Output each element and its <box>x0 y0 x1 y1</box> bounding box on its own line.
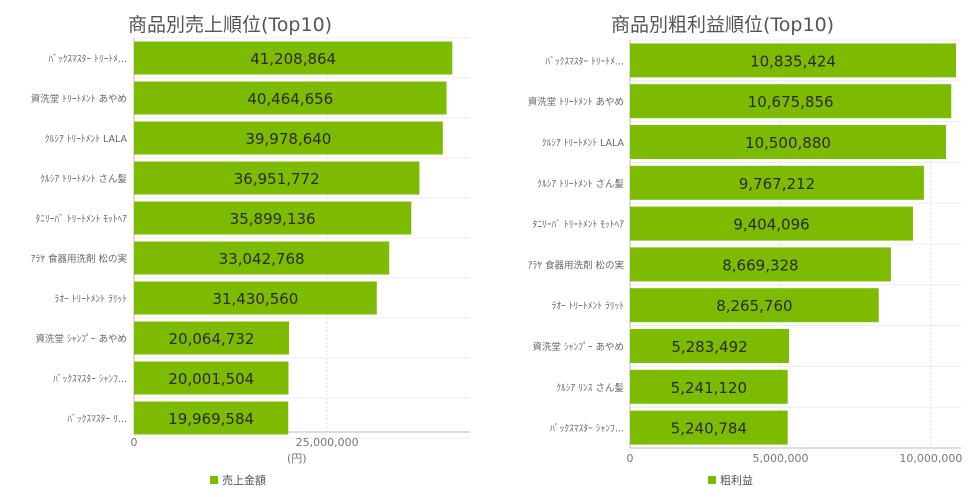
bar-value-label: 19,969,584 <box>168 410 254 428</box>
chart-title: 商品別売上順位(Top10) <box>128 14 333 36</box>
bar <box>630 288 879 323</box>
bar <box>630 369 788 404</box>
profit-chart-panel: 商品別粗利益順位(Top10) 0 5,000,000 10,000,000 10,8… <box>488 0 977 497</box>
x-axis-unit-label: (円) <box>287 452 307 465</box>
category-label: ﾊﾞｯｸｽﾏｽﾀｰ ﾄﾘｰﾄﾒ... <box>545 56 624 67</box>
category-label: ﾊﾞｯｸｽﾏｽﾀｰ ﾘ... <box>67 414 127 425</box>
category-label: ﾀﾆﾘｰﾊﾞ ﾄﾘｰﾄﾒﾝﾄ ﾓｯﾄﾍｱ <box>532 220 624 231</box>
profit-bar-chart: 0 5,000,000 10,000,000 10,835,424 ﾊﾞｯｸｽﾏｽﾀｰ … <box>528 39 962 465</box>
x-tick-label: 0 <box>627 452 634 465</box>
category-label: ﾗｵｰ ﾄﾘｰﾄﾒﾝﾄ ﾗﾘｯﾄ <box>54 294 127 305</box>
bar-value-label: 35,899,136 <box>230 210 316 228</box>
bar <box>630 410 788 445</box>
bar-value-label: 8,265,760 <box>716 297 792 315</box>
category-label: ｸﾙｼｱ ﾘﾝｽ さん髪 <box>556 382 624 394</box>
bar-value-label: 10,675,856 <box>748 93 834 111</box>
category-label: ﾊﾞｯｸｽﾏｽﾀｰ ｼｬﾝﾌ... <box>53 374 127 385</box>
bar-value-label: 5,241,120 <box>671 379 747 397</box>
x-tick-label: 25,000,000 <box>296 436 359 449</box>
category-label: ｱﾗﾔ 食器用洗剤 松の実 <box>528 259 625 271</box>
category-label: 資洗堂 ﾄﾘｰﾄﾒﾝﾄ あやめ <box>31 93 127 105</box>
category-label: 資洗堂 ｼｬﾝﾌﾟｰ あやめ <box>35 333 127 345</box>
category-label: ﾊﾞｯｸｽﾏｽﾀｰ ﾄﾘｰﾄﾒ... <box>48 54 127 65</box>
bar <box>630 165 924 200</box>
category-label: ｱﾗﾔ 食器用洗剤 松の実 <box>31 253 128 265</box>
category-label: ﾀﾆﾘｰﾊﾞ ﾄﾘｰﾄﾒﾝﾄ ﾓｯﾄﾍｱ <box>35 214 127 225</box>
bar <box>134 281 377 315</box>
x-tick-label: 5,000,000 <box>752 452 808 465</box>
bar <box>134 401 289 435</box>
x-tick-label: 0 <box>131 436 138 449</box>
bar <box>134 321 289 355</box>
bar <box>630 247 891 282</box>
bar-value-label: 8,669,328 <box>722 256 798 274</box>
bar <box>134 121 443 155</box>
bar-value-label: 9,404,096 <box>733 216 809 234</box>
category-label: ｸﾙｼｱ ﾄﾘｰﾄﾒﾝﾄ LALA <box>45 134 128 145</box>
bar <box>134 41 453 75</box>
bar-value-label: 33,042,768 <box>219 250 305 268</box>
bar <box>134 201 412 235</box>
bar-value-label: 10,500,880 <box>745 134 831 152</box>
bar <box>134 81 447 115</box>
bar <box>134 241 390 275</box>
category-label: ｸﾙｼｱ ﾄﾘｰﾄﾒﾝﾄ LALA <box>542 138 625 149</box>
sales-chart-panel: 商品別売上順位(Top10) 0 25,000,000 41,208,864 ﾊﾞｯｸ… <box>0 0 488 497</box>
bar-value-label: 40,464,656 <box>247 90 333 108</box>
bar <box>630 206 913 241</box>
category-label: 資洗堂 ﾄﾘｰﾄﾒﾝﾄ あやめ <box>528 96 624 108</box>
category-label: ｸﾙｼｱ ﾄﾘｰﾄﾒﾝﾄ さん髪 <box>40 173 127 185</box>
bar-value-label: 20,064,732 <box>169 330 255 348</box>
bar <box>630 84 952 119</box>
bar-value-label: 10,835,424 <box>750 52 836 70</box>
bar <box>134 361 289 395</box>
legend[interactable]: 売上金額 <box>210 472 266 488</box>
legend-swatch <box>210 476 218 484</box>
bar-value-label: 9,767,212 <box>739 175 815 193</box>
bar-value-label: 20,001,504 <box>168 370 254 388</box>
bar <box>630 329 789 363</box>
sales-bar-chart: 0 25,000,000 41,208,864 ﾊﾞｯｸｽﾏｽﾀｰ ﾄﾘｰﾄﾒ... 4… <box>31 37 470 449</box>
bar-value-label: 39,978,640 <box>245 130 331 148</box>
legend-swatch <box>708 476 716 484</box>
bar-value-label: 5,240,784 <box>671 420 747 438</box>
legend-label: 売上金額 <box>222 474 266 487</box>
category-label: 資洗堂 ｼｬﾝﾌﾟｰ あやめ <box>532 341 624 353</box>
bar <box>630 43 957 78</box>
legend-label: 粗利益 <box>720 474 753 487</box>
bar-value-label: 5,283,492 <box>671 338 747 356</box>
category-label: ｸﾙｼｱ ﾄﾘｰﾄﾒﾝﾄ さん髪 <box>537 178 624 190</box>
x-tick-label: 10,000,000 <box>899 452 962 465</box>
category-label: ﾊﾞｯｸｽﾏｽﾀｰ ｼｬﾝﾌ... <box>550 424 624 435</box>
bar <box>134 161 420 195</box>
bar <box>630 125 946 159</box>
category-label: ﾗｵｰ ﾄﾘｰﾄﾒﾝﾄ ﾗﾘｯﾄ <box>551 301 624 312</box>
legend[interactable]: 粗利益 <box>708 472 753 488</box>
bar-value-label: 36,951,772 <box>234 170 320 188</box>
bar-value-label: 41,208,864 <box>250 50 336 68</box>
bar-value-label: 31,430,560 <box>212 290 298 308</box>
chart-title: 商品別粗利益順位(Top10) <box>611 14 835 36</box>
